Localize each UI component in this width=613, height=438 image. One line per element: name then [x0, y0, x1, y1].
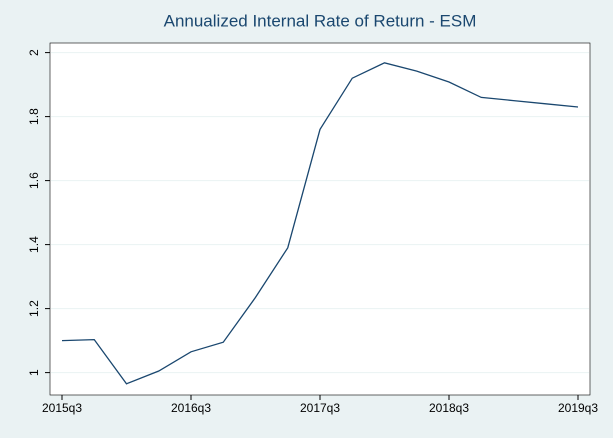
x-tick-label: 2017q3: [300, 401, 340, 415]
x-tick-label: 2019q3: [558, 401, 598, 415]
x-tick-label: 2015q3: [42, 401, 82, 415]
y-tick-label: 2: [27, 49, 41, 56]
x-tick-label: 2018q3: [429, 401, 469, 415]
y-tick-label: 1.6: [27, 172, 41, 189]
y-tick-label: 1.8: [27, 108, 41, 125]
x-tick-label: 2016q3: [171, 401, 211, 415]
plot-area: [49, 42, 591, 396]
y-tick-label: 1.4: [27, 236, 41, 253]
y-tick-label: 1.2: [27, 300, 41, 317]
y-tick-label: 1: [27, 369, 41, 376]
line-series: [61, 62, 579, 385]
chart-title: Annualized Internal Rate of Return - ESM: [164, 11, 477, 30]
